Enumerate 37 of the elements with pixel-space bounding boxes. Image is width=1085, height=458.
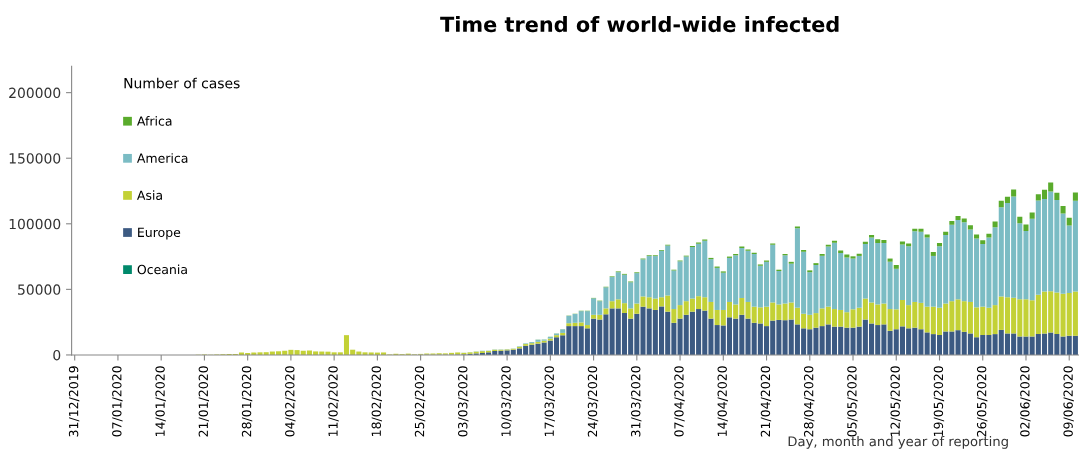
x-axis-title: Day, month and year of reporting bbox=[788, 436, 1008, 449]
legend-label: America bbox=[136, 153, 188, 163]
y-tick-label: 150000 bbox=[9, 153, 61, 164]
x-tick-label: 19/05/2020 bbox=[933, 366, 945, 437]
chart-title: Time trend of world-wide infected bbox=[440, 16, 839, 33]
x-tick-label: 11/02/2020 bbox=[328, 366, 339, 437]
x-tick-label: 17/03/2020 bbox=[544, 366, 555, 437]
x-tick-label: 03/03/2020 bbox=[458, 366, 469, 437]
x-tick-label: 10/03/2020 bbox=[501, 366, 512, 437]
x-tick-label: 02/06/2020 bbox=[1020, 366, 1031, 437]
x-tick-label: 25/02/2020 bbox=[414, 366, 426, 437]
x-tick-label: 07/04/2020 bbox=[674, 366, 685, 437]
x-tick-label: 18/02/2020 bbox=[371, 366, 382, 437]
legend-label: Europe bbox=[138, 227, 181, 240]
legend-title: Number of cases bbox=[124, 77, 240, 89]
x-tick-label: 14/01/2020 bbox=[155, 366, 166, 437]
legend-label: Oceania bbox=[137, 264, 187, 275]
x-tick-label: 07/01/2020 bbox=[112, 366, 123, 437]
x-tick-label: 28/01/2020 bbox=[241, 366, 253, 437]
x-tick-label: 26/05/2020 bbox=[976, 366, 988, 437]
x-tick-label: 14/04/2020 bbox=[717, 366, 728, 437]
x-tick-label: 31/03/2020 bbox=[630, 366, 642, 437]
x-tick-label: 05/05/2020 bbox=[847, 366, 858, 437]
x-tick-label: 31/12/2019 bbox=[68, 366, 80, 437]
x-tick-label: 21/04/2020 bbox=[760, 366, 772, 437]
x-tick-label: 24/03/2020 bbox=[587, 366, 599, 437]
y-tick-label: 200000 bbox=[9, 87, 61, 99]
y-tick-label: 100000 bbox=[9, 218, 61, 230]
y-tick-label: 50000 bbox=[18, 284, 61, 295]
legend-label: Africa bbox=[136, 116, 172, 126]
x-tick-label: 12/05/2020 bbox=[890, 366, 901, 437]
x-tick-label: 09/06/2020 bbox=[1063, 366, 1074, 437]
x-tick-label: 04/02/2020 bbox=[285, 366, 296, 437]
x-tick-label: 21/01/2020 bbox=[198, 366, 210, 437]
x-tick-label: 28/04/2020 bbox=[803, 366, 815, 437]
legend-label: Asia bbox=[136, 190, 162, 200]
y-tick-label: 0 bbox=[53, 349, 61, 361]
